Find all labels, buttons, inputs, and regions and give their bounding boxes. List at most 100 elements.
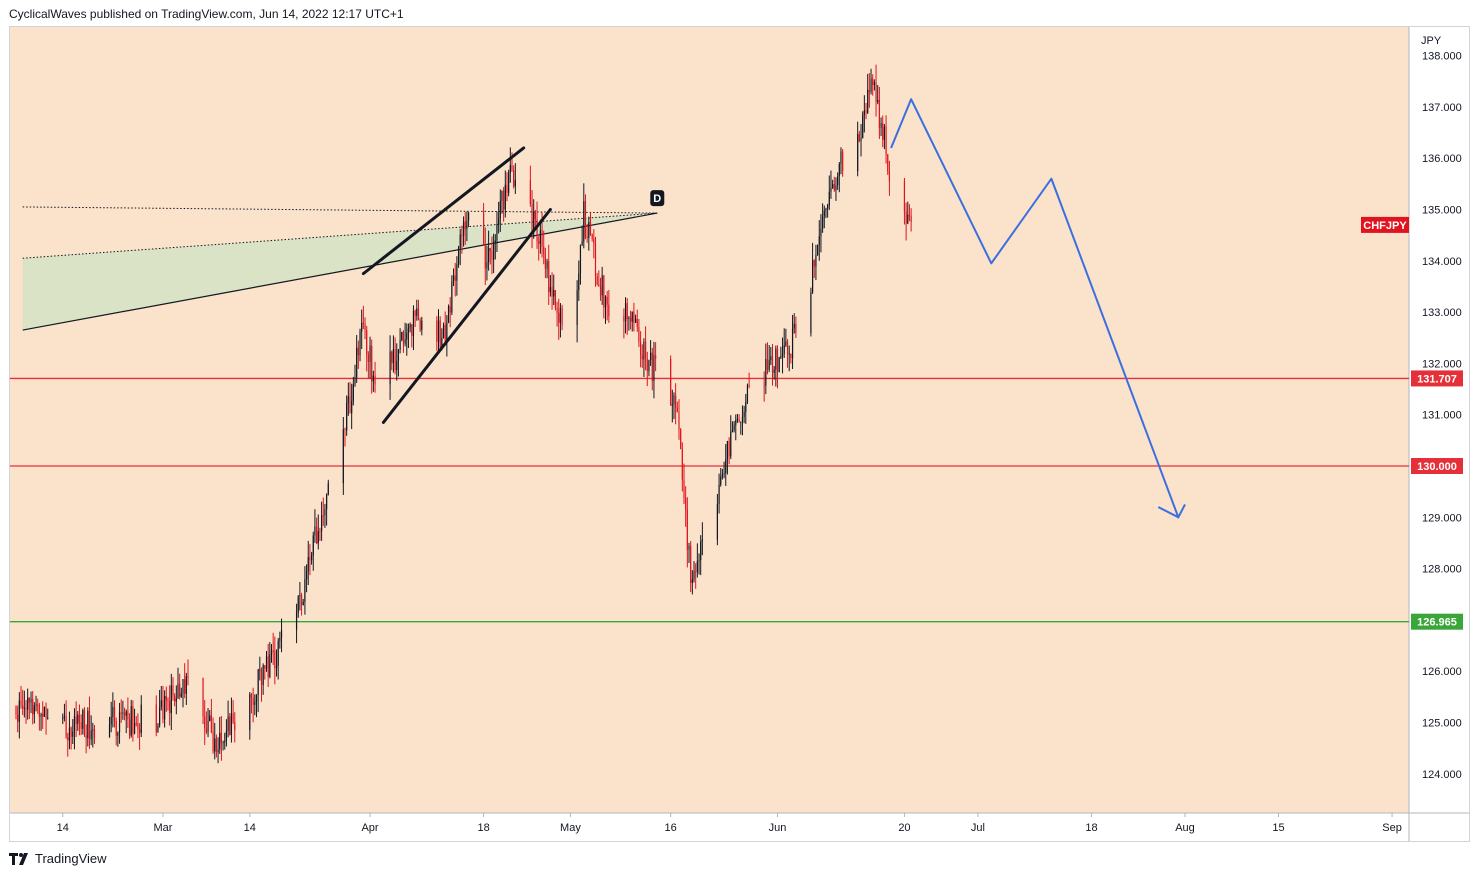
horizontal-levels[interactable] — [10, 377, 1409, 623]
candle-body — [594, 243, 597, 277]
candle-body — [534, 211, 536, 219]
price-tick-label: 133.000 — [1422, 307, 1462, 319]
tradingview-logo-icon[interactable] — [9, 852, 31, 865]
candle-body — [735, 419, 737, 425]
time-tick-label: Jun — [769, 822, 787, 834]
candle-body — [903, 181, 906, 212]
rising-channel[interactable] — [361, 146, 552, 424]
candle-body — [155, 704, 157, 733]
channel-line-0 — [361, 146, 526, 276]
time-tick-label: 18 — [477, 822, 489, 834]
plot-area[interactable] — [10, 27, 1409, 813]
candle-body — [85, 735, 87, 739]
candle-body — [249, 694, 251, 731]
candle-body — [70, 727, 72, 737]
price-tick-label: 128.000 — [1422, 564, 1462, 576]
candle-body — [533, 211, 535, 233]
candle-body — [606, 296, 608, 305]
candle-body — [138, 729, 141, 734]
candle-body — [810, 292, 812, 334]
candle-body — [159, 707, 161, 726]
candle-body — [110, 716, 112, 725]
candle-body — [467, 212, 470, 221]
publisher-name[interactable]: CyclicalWaves — [9, 7, 87, 21]
candle-body — [842, 151, 844, 172]
candle-body — [862, 115, 864, 139]
candle-body — [38, 704, 40, 717]
candle-body — [646, 359, 648, 372]
candle-body — [740, 421, 742, 423]
candle-body — [210, 715, 212, 733]
candle-body — [788, 353, 790, 355]
candle-body — [182, 679, 184, 694]
candle-body — [272, 650, 274, 652]
candle-body — [780, 356, 782, 358]
candle-body — [584, 201, 587, 237]
candle-body — [793, 323, 795, 329]
candle-body — [745, 401, 747, 412]
candle-body — [202, 677, 204, 717]
candle-body — [456, 264, 458, 281]
candle-body — [222, 742, 224, 744]
candle-body — [32, 698, 34, 715]
candle-body — [832, 184, 834, 188]
time-axis-panel[interactable] — [10, 813, 1469, 841]
candle-body — [501, 190, 503, 201]
candle-body — [723, 473, 725, 475]
candle-body — [818, 236, 820, 245]
candle-body — [442, 324, 445, 338]
candle-body — [823, 210, 825, 217]
candle-body — [676, 407, 678, 413]
candle-body — [305, 571, 308, 580]
candle-body — [277, 640, 279, 666]
candle-body — [633, 311, 635, 323]
triangle-pattern[interactable]: D — [22, 190, 665, 331]
candle-body — [466, 220, 468, 230]
candle-body — [356, 347, 358, 378]
candle-body — [817, 244, 819, 256]
candle-body — [554, 290, 557, 309]
candle-body — [795, 323, 797, 334]
candle-body — [175, 698, 177, 702]
price-axis-panel[interactable] — [1409, 27, 1469, 813]
candle-body — [746, 385, 749, 402]
candle-body — [830, 187, 832, 192]
candle-body — [359, 331, 361, 356]
candle-body — [511, 165, 513, 171]
projection-path[interactable] — [890, 98, 1186, 519]
candle-body — [731, 430, 734, 432]
candle-body — [217, 749, 219, 753]
candle-body — [588, 221, 590, 239]
candle-body — [354, 377, 356, 385]
candle-body — [416, 308, 418, 316]
candle-body — [404, 339, 406, 344]
candle-body — [868, 89, 870, 93]
candle-body — [255, 694, 258, 702]
candle-body — [184, 679, 186, 694]
candle-body — [62, 717, 64, 719]
candle-body — [506, 184, 508, 193]
candle-body — [863, 110, 865, 116]
candle-body — [157, 725, 159, 733]
price-labels: 131.707 130.000 126.965 CHFJPY — [1361, 216, 1463, 630]
candle-body — [215, 738, 217, 753]
candle-body — [267, 656, 269, 677]
candle-body — [496, 224, 498, 241]
time-tick-label: Jul — [971, 822, 985, 834]
channel-line-1 — [381, 208, 552, 424]
candle-body — [401, 332, 403, 341]
candle-body — [309, 557, 311, 561]
candle-body — [40, 714, 42, 717]
candle-body — [75, 716, 77, 725]
candle-body — [447, 306, 450, 323]
candle-body — [888, 171, 891, 182]
candle-body — [113, 707, 116, 721]
candle-body — [407, 328, 410, 333]
candle-body — [628, 317, 630, 319]
candle-body — [88, 710, 91, 740]
candle-body — [78, 714, 81, 722]
candle-body — [451, 281, 453, 313]
footer-brand[interactable]: TradingView — [35, 851, 107, 866]
candle-body — [644, 341, 647, 360]
